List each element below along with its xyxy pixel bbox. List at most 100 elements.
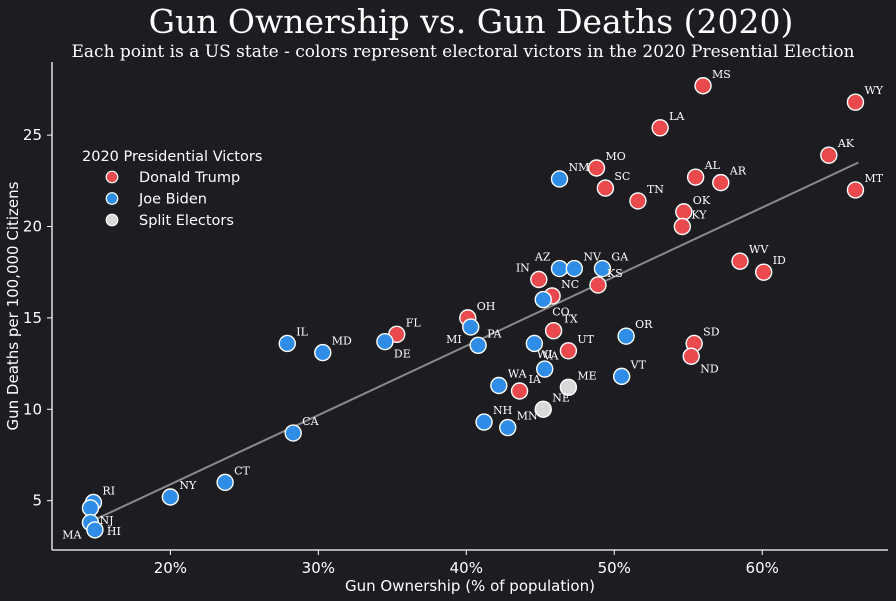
y-tick-label: 5 <box>32 492 42 510</box>
point-tx <box>544 321 563 340</box>
point-label-ut: UT <box>577 333 594 346</box>
point-label-sc: SC <box>614 170 630 183</box>
point-label-ms: MS <box>712 68 731 81</box>
point-md <box>314 343 332 362</box>
chart-subtitle: Each point is a US state - colors repres… <box>72 42 855 62</box>
point-label-wv: WV <box>749 243 769 256</box>
x-tick-label: 20% <box>154 559 187 577</box>
point-nj <box>81 499 100 517</box>
x-tick-label: 50% <box>598 559 631 577</box>
y-tick-label: 10 <box>23 400 42 418</box>
chart-title: Gun Ownership vs. Gun Deaths (2020) <box>149 2 794 41</box>
point-ms <box>694 77 712 95</box>
point-label-or: OR <box>635 318 653 331</box>
point-ar <box>712 173 730 192</box>
point-me <box>559 378 578 397</box>
point-label-mn: MN <box>517 410 538 423</box>
point-ia <box>510 382 529 400</box>
point-ak <box>820 146 838 164</box>
point-label-tn: TN <box>647 183 664 196</box>
data-points <box>81 77 865 539</box>
axis-ticks: 20% 30% 40% 50% 60% 5 10 15 20 25 <box>23 126 779 577</box>
point-nd <box>682 347 700 365</box>
point-la <box>651 119 669 137</box>
point-label-nj: NJ <box>99 514 113 527</box>
point-hi <box>86 521 104 539</box>
point-label-tx: TX <box>563 313 578 326</box>
point-ut <box>559 342 578 360</box>
point-wv <box>731 252 749 270</box>
point-ca <box>284 424 302 442</box>
point-label-ok: OK <box>693 194 711 207</box>
legend-label: Joe Biden <box>138 192 207 208</box>
y-tick-label: 25 <box>23 126 42 144</box>
point-label-ca: CA <box>302 415 319 428</box>
point-label-de: DE <box>394 348 411 361</box>
point-label-ks: KS <box>607 267 623 280</box>
point-co <box>534 290 552 309</box>
point-wa <box>490 376 508 395</box>
point-label-ct: CT <box>234 464 250 477</box>
legend-entries: Donald Trump Joe Biden Split Electors <box>105 170 240 229</box>
point-label-nc: NC <box>561 278 579 291</box>
point-nh <box>475 413 493 431</box>
point-label-ma: MA <box>62 529 82 542</box>
point-va <box>525 334 544 353</box>
point-label-ny: NY <box>179 479 197 492</box>
point-label-ak: AK <box>837 137 855 150</box>
point-in <box>530 270 548 289</box>
point-ks <box>589 276 607 294</box>
point-ne <box>534 400 552 418</box>
point-sc <box>596 179 615 197</box>
x-tick-label: 60% <box>746 559 779 577</box>
point-il <box>278 334 296 353</box>
legend-marker <box>105 213 119 227</box>
point-label-wi: WI <box>537 348 553 361</box>
y-axis-label: Gun Deaths per 100,000 Citizens <box>4 181 22 430</box>
point-label-mi: MI <box>446 333 462 346</box>
y-tick-label: 15 <box>23 309 42 327</box>
point-label-oh: OH <box>477 300 496 313</box>
point-ky <box>673 217 692 236</box>
point-label-la: LA <box>669 110 685 123</box>
point-label-ia: IA <box>529 373 542 386</box>
point-tn <box>629 192 647 210</box>
point-wi <box>536 360 554 378</box>
point-label-me: ME <box>577 369 596 382</box>
point-label-nd: ND <box>700 362 719 375</box>
point-label-ne: NE <box>552 391 570 404</box>
point-label-mt: MT <box>864 172 883 185</box>
x-tick-label: 40% <box>450 559 483 577</box>
point-label-md: MD <box>332 335 352 348</box>
point-label-ri: RI <box>102 484 115 497</box>
point-label-az: AZ <box>534 251 551 264</box>
point-mn <box>499 418 517 437</box>
legend-title: 2020 Presidential Victors <box>82 149 262 165</box>
point-label-fl: FL <box>406 316 422 329</box>
point-label-nv: NV <box>583 251 602 264</box>
point-label-nh: NH <box>493 404 512 417</box>
legend: 2020 Presidential Victors Donald Trump Jo… <box>82 149 262 229</box>
legend-marker <box>105 170 119 184</box>
legend-label: Split Electors <box>139 213 234 229</box>
point-vt <box>612 367 631 386</box>
point-label-wy: WY <box>864 84 883 97</box>
point-mo <box>587 159 606 177</box>
point-ct <box>216 473 234 492</box>
y-tick-label: 20 <box>23 217 42 235</box>
point-label-sd: SD <box>703 325 720 338</box>
point-label-id: ID <box>773 254 786 267</box>
point-label-il: IL <box>296 325 308 338</box>
point-label-ga: GA <box>611 251 629 264</box>
point-label-al: AL <box>704 159 721 172</box>
point-pa <box>469 336 487 354</box>
point-label-va: VA <box>542 349 559 362</box>
point-nm <box>550 170 569 188</box>
point-mi <box>462 318 480 336</box>
point-label-vt: VT <box>630 358 647 371</box>
point-de <box>376 332 394 351</box>
point-label-mo: MO <box>606 150 626 163</box>
point-ny <box>161 488 180 506</box>
point-label-in: IN <box>516 261 530 274</box>
